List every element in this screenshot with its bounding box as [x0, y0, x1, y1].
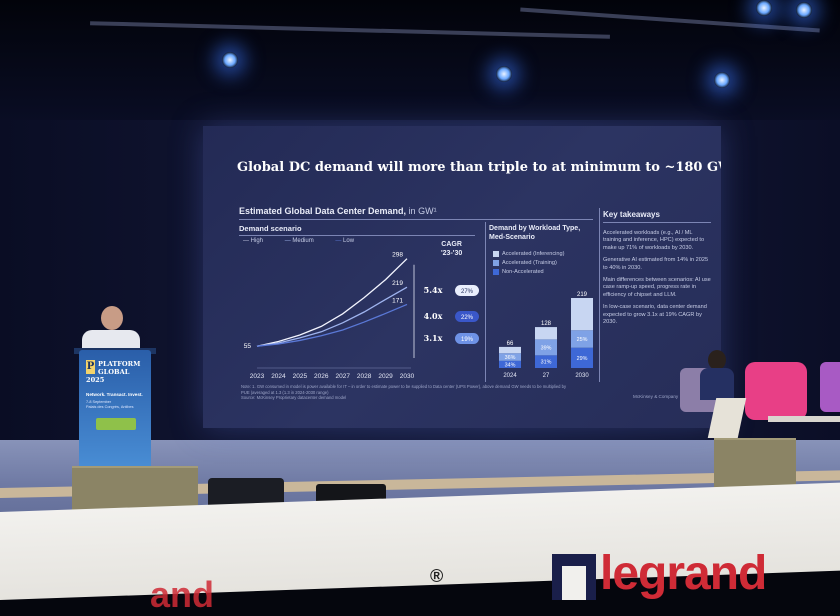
bar-segment-label: 39% [541, 345, 552, 351]
stage-spotlight [796, 2, 812, 18]
multiplier-label: 3.1x [424, 333, 443, 343]
x-tick-label: 2023 [250, 373, 265, 380]
footer-brand: McKinsey & Company [633, 394, 679, 399]
event-logo-mark: P [86, 360, 95, 374]
x-tick-label: 2026 [314, 373, 329, 380]
legend-training: Accelerated (Training) [493, 259, 565, 268]
event-tagline: Network. Transact. Invest. [86, 392, 143, 397]
cagr-pill [455, 311, 479, 322]
divider [239, 219, 593, 220]
cagr-value: 22% [461, 315, 474, 321]
panelist [700, 368, 734, 400]
bar-segment-accelerated-training- [571, 330, 593, 348]
workload-header: Demand by Workload Type, Med-Scenario [489, 225, 581, 241]
bar-segment-accelerated-inferencing- [571, 298, 593, 331]
multiplier-label: 4.0x [424, 311, 443, 321]
bar-segment-label: 34% [505, 362, 516, 368]
chart-title-unit: in GW¹ [408, 206, 437, 216]
bar-segment-label: 25% [577, 337, 588, 343]
slide-title: Global DC demand will more than triple t… [237, 160, 721, 175]
cagr-value: 19% [461, 337, 474, 343]
bar-segment-accelerated-training- [535, 339, 557, 356]
chart-title: Estimated Global Data Center Demand, in … [239, 206, 437, 216]
x-tick-label: 2025 [293, 373, 308, 380]
projection-screen: Global DC demand will more than triple t… [203, 126, 721, 428]
bar-segment-label: 29% [577, 356, 588, 362]
legend-high: — High [243, 238, 264, 244]
legrand-logo-cutout [562, 566, 586, 600]
workload-bar-chart: 34%36% 66 2024 31% 39% 128 27 29% 25% 219 2030 [499, 292, 593, 379]
x-tick-label: 2027 [335, 373, 350, 380]
panel-chair [820, 362, 840, 412]
bar-segment-label: 36% [505, 355, 516, 361]
x-tick-label: 2030 [400, 373, 415, 380]
banner-brand: legrand [600, 547, 767, 600]
event-date: 7-8 September Palais des Congrès, Antibe… [86, 400, 134, 409]
workload-legend: Accelerated (Inferencing) Accelerated (T… [493, 250, 565, 277]
takeaway-item: Accelerated workloads (e.g., AI / ML tra… [603, 230, 705, 251]
sponsor-badge [96, 418, 136, 430]
series-line-low [256, 303, 408, 347]
takeaway-item: Main differences between scenarios: AI u… [603, 277, 711, 298]
bar-segment-accelerated-inferencing- [499, 346, 521, 354]
chart-title-text: Estimated Global Data Center Demand, [239, 206, 407, 216]
cagr-header: CAGR '23-'30 [441, 241, 463, 257]
side-table [768, 416, 840, 422]
banner-brand-left: and [150, 574, 215, 615]
legend-non-accelerated: Non-Accelerated [493, 268, 565, 277]
divider [603, 222, 711, 223]
data-label: 55 [244, 343, 252, 350]
bar-total-label: 128 [541, 321, 552, 327]
legend-low: — Low [335, 238, 355, 244]
bar-segment-non-accelerated [571, 347, 593, 368]
divider [599, 208, 600, 382]
takeaway-item: Generative AI estimated from 14% in 2025… [603, 257, 709, 271]
stage-spotlight [756, 0, 772, 16]
x-tick-label: 2024 [503, 373, 517, 379]
series-line-medium [256, 286, 408, 347]
x-tick-label: 2029 [378, 373, 393, 380]
data-label: 171 [392, 297, 403, 304]
speaker-head [101, 306, 123, 330]
data-label: 298 [392, 252, 403, 259]
cagr-value: 27% [461, 289, 474, 295]
scenario-line-chart: 298 219 171 55 2023 2024 2025 2026 2027 2028 2029 2… [244, 252, 479, 380]
scenario-legend: — High — Medium — Low [243, 238, 374, 244]
divider [239, 235, 475, 236]
bar-total-label: 66 [507, 341, 514, 347]
x-tick-label: 27 [543, 373, 550, 379]
panelist-head [708, 350, 726, 370]
key-takeaways-title: Key takeaways [603, 210, 660, 219]
stage-spotlight [222, 52, 238, 68]
key-takeaways-list: Accelerated workloads (e.g., AI / ML tra… [603, 230, 711, 331]
stage-spotlight [496, 66, 512, 82]
data-label: 219 [392, 280, 403, 287]
multiplier-label: 5.4x [424, 285, 443, 295]
series-line-high [256, 258, 408, 347]
cagr-pill [455, 285, 479, 296]
legend-medium: — Medium [284, 238, 314, 244]
registered-mark: ® [430, 566, 444, 586]
cagr-pill [455, 333, 479, 344]
legend-inferencing: Accelerated (Inferencing) [493, 250, 565, 259]
x-tick-label: 2028 [357, 373, 372, 380]
slide-footnote: Note: 1. GW consumed in model is power a… [241, 384, 567, 400]
panel-chair [745, 362, 807, 420]
takeaway-item: In low-case scenario, data center demand… [603, 304, 707, 326]
bar-segment-non-accelerated [499, 360, 521, 368]
stage-spotlight [714, 72, 730, 88]
bar-segment-accelerated-inferencing- [535, 327, 557, 340]
bar-segment-non-accelerated [535, 355, 557, 368]
bar-segment-label: 31% [541, 360, 552, 366]
bar-total-label: 219 [577, 292, 588, 298]
x-tick-label: 2024 [271, 373, 286, 380]
divider [485, 222, 486, 382]
event-logo: P PLATFORM GLOBAL 2025 [86, 360, 141, 384]
bar-segment-accelerated-training- [499, 353, 521, 361]
x-tick-label: 2030 [575, 373, 589, 379]
demand-scenario-label: Demand scenario [239, 224, 302, 233]
